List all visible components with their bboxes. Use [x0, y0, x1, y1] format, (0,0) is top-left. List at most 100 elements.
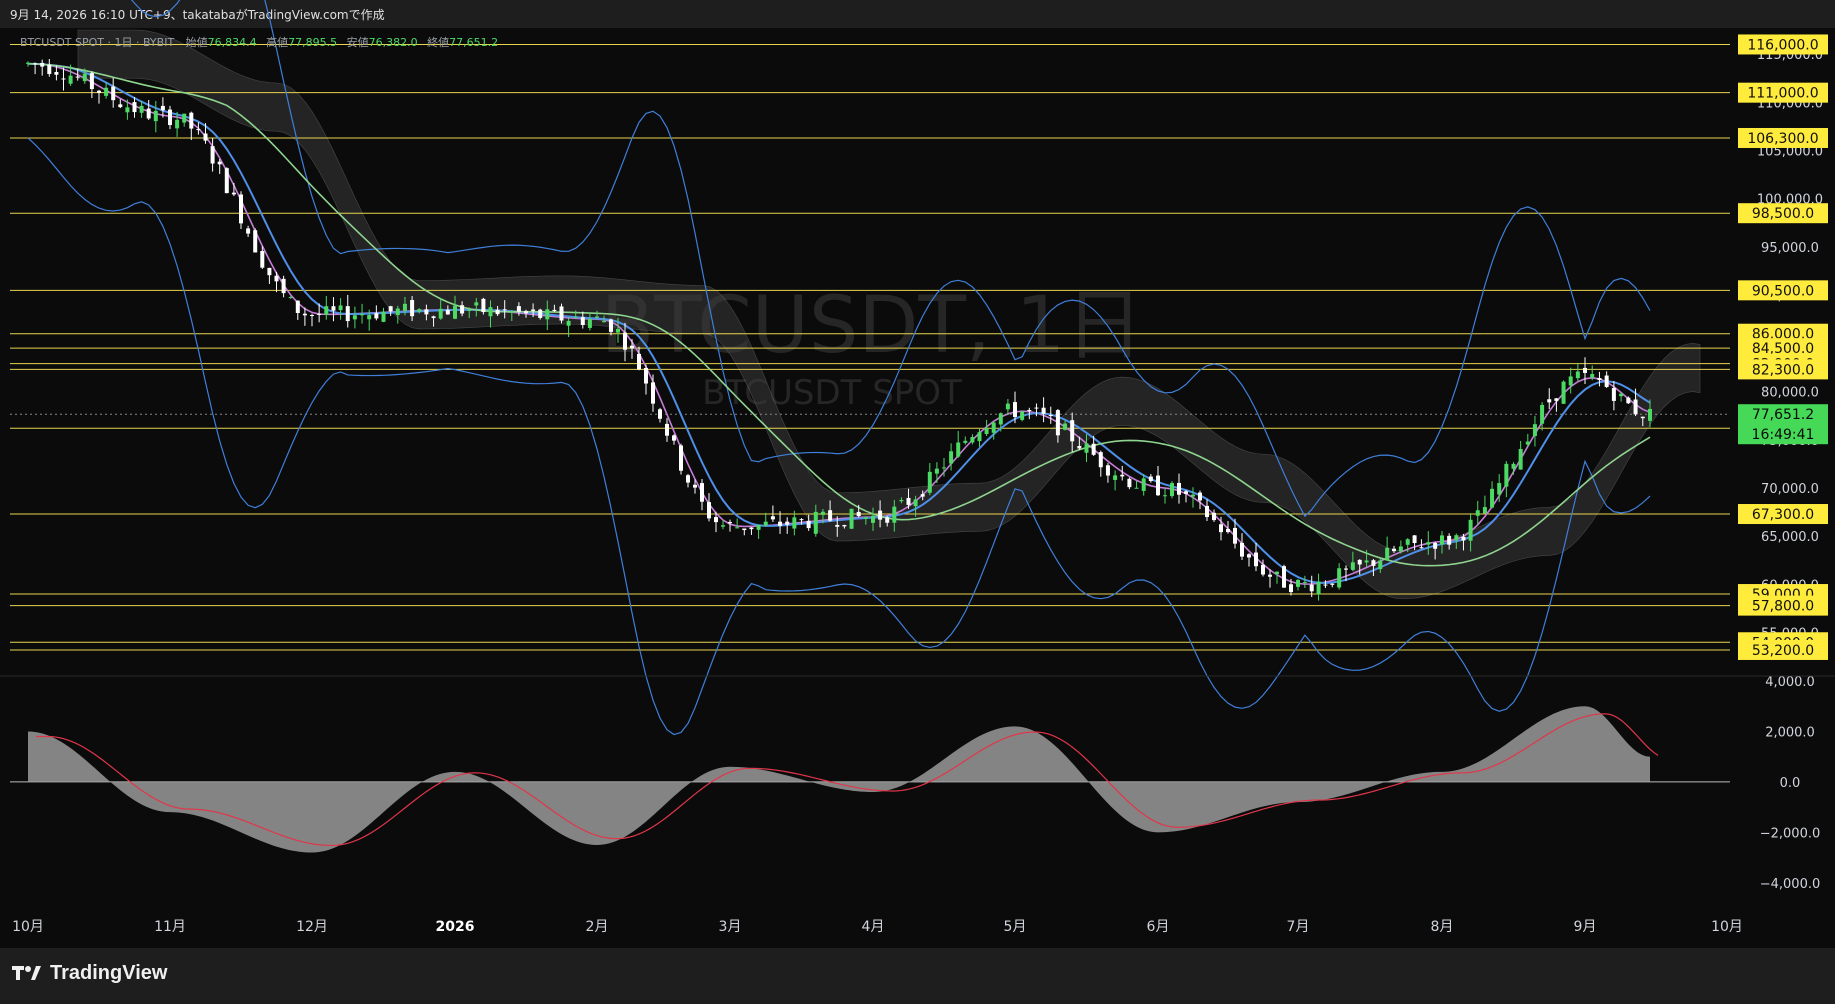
candle-body: [182, 113, 187, 123]
candle-body: [1302, 582, 1307, 584]
candle-body: [231, 192, 236, 195]
ma-slow-line: [27, 62, 1651, 567]
candle-body: [665, 423, 669, 436]
candle-body: [324, 306, 329, 315]
bb-upper: [130, 0, 1651, 518]
candle-body: [488, 307, 493, 317]
level-tag: [1738, 34, 1828, 55]
candle-body: [714, 517, 718, 523]
price-axis[interactable]: 115,000.0110,000.0105,000.0100,000.095,0…: [1738, 34, 1828, 660]
level-tag: [1738, 595, 1828, 616]
level-tag: [1738, 82, 1828, 103]
candle-body: [1191, 494, 1195, 497]
candle-body: [1532, 424, 1537, 437]
candle-body: [531, 309, 536, 311]
candle-body: [460, 305, 465, 314]
candle-body: [132, 102, 137, 113]
candle-body: [417, 309, 422, 312]
candle-body: [395, 308, 400, 316]
watermark-sub: BTCUSDT SPOT: [702, 373, 962, 413]
candle-body: [1497, 483, 1502, 495]
chart-svg[interactable]: BTCUSDT, 1日 BTCUSDT SPOT BTCUSDT SPOT · …: [0, 0, 1835, 948]
macd-tick-label: 4,000.0: [1765, 675, 1815, 690]
macd-axis[interactable]: 4,000.0 2,000.0 0.0 −2,000.0 −4,000.0: [1760, 675, 1821, 892]
candle-body: [1392, 548, 1396, 552]
candle-body: [1597, 378, 1602, 381]
candle-body: [1163, 495, 1167, 497]
candle-body: [381, 311, 386, 322]
candle-body: [679, 445, 683, 471]
candle-body: [820, 511, 825, 515]
candle-body: [75, 76, 80, 78]
candle-body: [89, 73, 94, 90]
candle-body: [402, 303, 407, 311]
candle-body: [623, 332, 627, 350]
tradingview-logo[interactable]: TradingView: [12, 962, 167, 985]
candle-body: [1240, 542, 1244, 557]
candle-body: [1105, 465, 1110, 476]
legend-close-label: 終値: [427, 35, 449, 49]
candle-body: [1344, 568, 1348, 570]
candle-body: [927, 471, 932, 493]
last-price-label: 77,651.2: [1752, 407, 1814, 423]
candle-body: [828, 510, 833, 521]
candle-body: [637, 353, 641, 370]
candle-body: [203, 133, 208, 141]
countdown-label: 16:49:41: [1752, 427, 1815, 443]
level-tag-label: 111,000.0: [1747, 86, 1818, 102]
candle-body: [984, 427, 989, 435]
time-axis[interactable]: 10月 11月 12月 2026 2月 3月 4月 5月 6月 7月 8月 9月 10月: [12, 919, 1743, 935]
candle-body: [1323, 584, 1328, 586]
candle-body: [40, 62, 45, 67]
candle-body: [1511, 463, 1516, 469]
candle-body: [481, 298, 486, 313]
legend-close-value: 77,651.2: [449, 36, 498, 49]
candle-body: [82, 73, 87, 82]
candle-body: [785, 521, 790, 525]
legend-open-value: 76,834.4: [208, 36, 257, 49]
candle-body: [267, 267, 272, 276]
level-tag-label: 67,300.0: [1752, 507, 1814, 523]
chart-caption: 9月 14, 2026 16:10 UTC+9、takatabaがTrading…: [10, 8, 385, 22]
candle-body: [1091, 443, 1096, 455]
candle-body: [1405, 539, 1410, 545]
legend-open-label: 始値: [186, 35, 208, 49]
candle-body: [288, 297, 293, 299]
time-axis-label: 2月: [586, 919, 609, 935]
candle-body: [566, 320, 571, 326]
candle-body: [552, 309, 557, 311]
candle-body: [878, 510, 883, 520]
candle-body: [410, 300, 415, 317]
time-axis-label: 8月: [1431, 919, 1454, 935]
candle-body: [728, 521, 732, 524]
candle-body: [388, 306, 393, 312]
candle-body: [920, 494, 925, 497]
macd-tick-label: −4,000.0: [1760, 877, 1821, 892]
candle-body: [153, 110, 158, 122]
candle-body: [495, 309, 500, 315]
candle-body: [1398, 546, 1403, 552]
candle-body: [1084, 443, 1089, 453]
candle-body: [863, 517, 868, 519]
candle-body: [849, 508, 854, 529]
candle-body: [1412, 535, 1417, 544]
candle-body: [26, 62, 30, 64]
time-axis-label: 3月: [719, 919, 742, 935]
candle-body: [573, 316, 578, 318]
candle-body: [1219, 524, 1223, 533]
candle-body: [700, 483, 704, 502]
time-axis-label: 7月: [1287, 919, 1310, 935]
candle-body: [1561, 381, 1566, 404]
candle-body: [1337, 568, 1342, 588]
candle-body: [160, 105, 165, 111]
candle-body: [104, 87, 109, 96]
candle-body: [1296, 579, 1300, 587]
time-axis-label: 6月: [1147, 919, 1170, 935]
candle-body: [47, 64, 52, 74]
candle-body: [139, 105, 144, 113]
candle-body: [693, 484, 697, 488]
horizontal-levels: [10, 43, 1730, 651]
candle-body: [1357, 559, 1362, 565]
candle-body: [1077, 446, 1082, 449]
level-tag-label: 90,500.0: [1752, 283, 1814, 299]
